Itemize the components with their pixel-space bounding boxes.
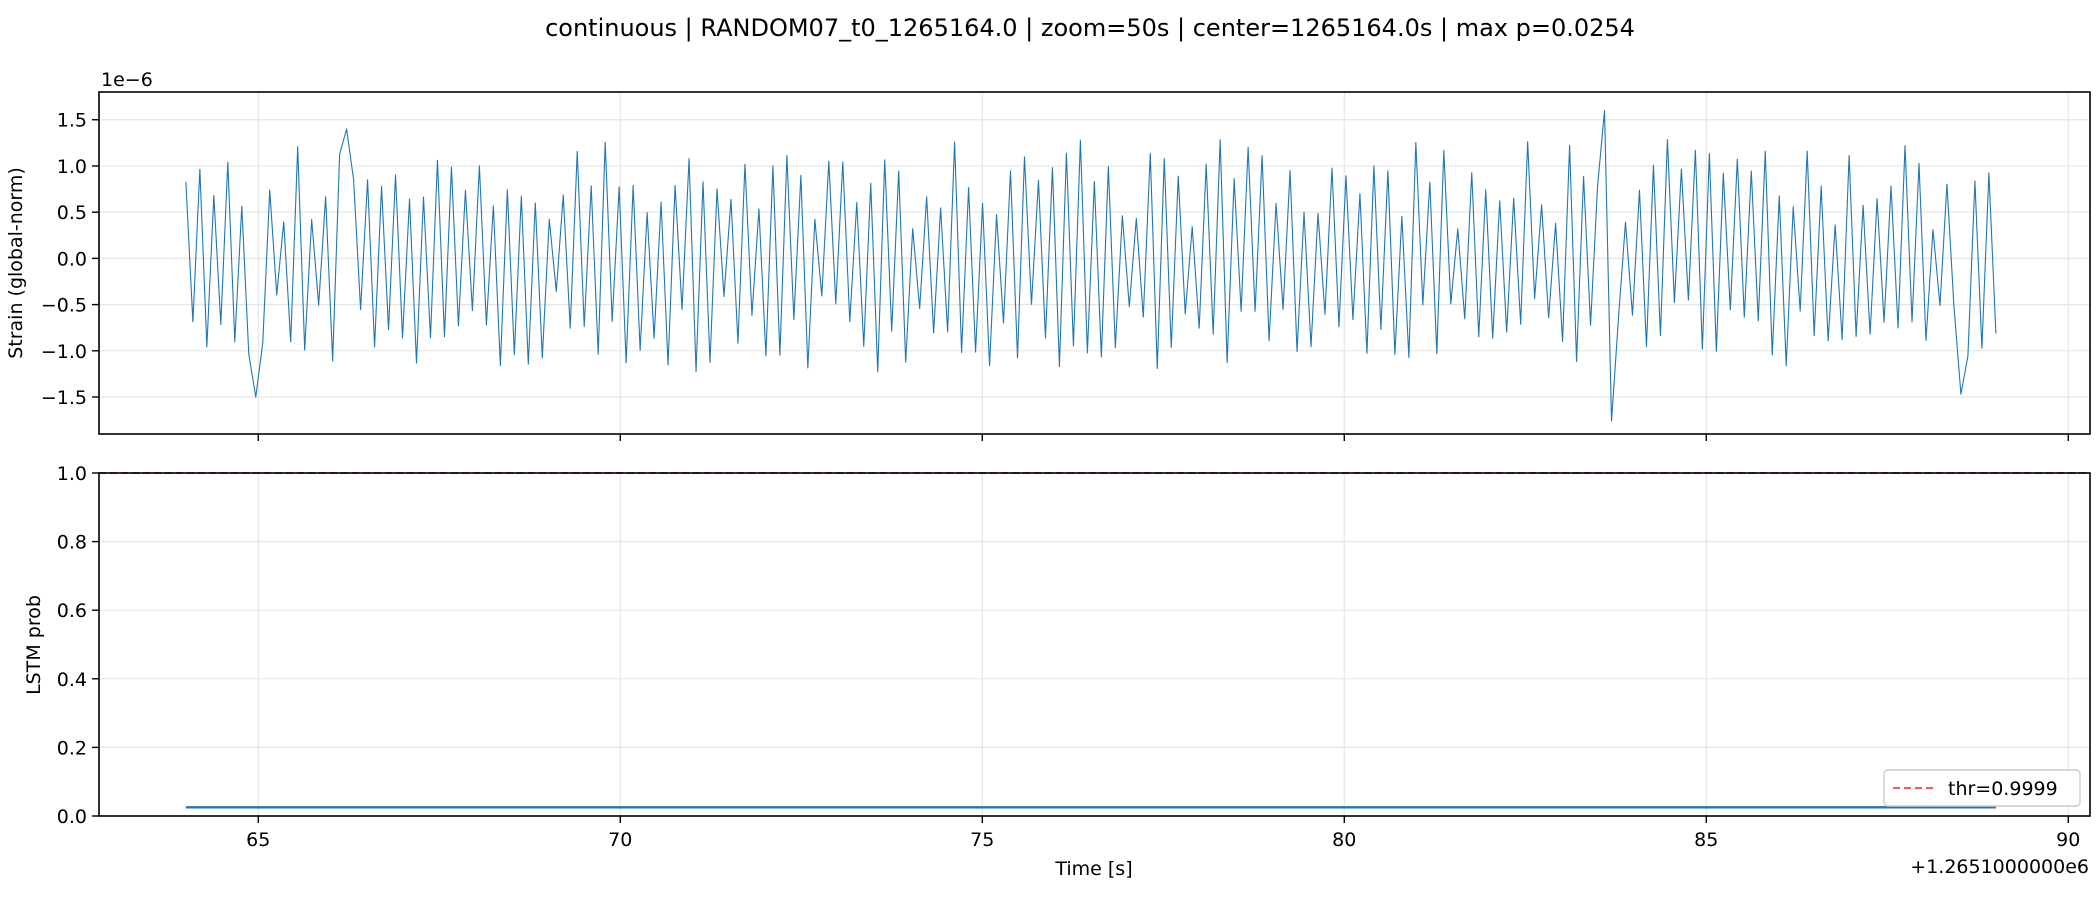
legend: thr=0.9999 (1883, 769, 2081, 807)
probability-x-ticks: 65 70 75 80 85 90 (246, 816, 2080, 851)
strain-grid (99, 92, 2090, 434)
x-offset-label: +1.2651000000e6 (1910, 856, 2089, 878)
strain-panel: −1.5 −1.0 −0.5 0.0 0.5 1.0 1.5 1e−6 Strain (gl… (5, 69, 2091, 441)
probability-panel: 0.0 0.2 0.4 0.6 0.8 1.0 65 70 75 80 85 90 LSTM pro… (23, 463, 2091, 880)
probability-y-tick-label: 0.6 (57, 600, 87, 622)
strain-y-tick-label: 0.5 (57, 202, 87, 224)
figure-title: continuous | RANDOM07_t0_1265164.0 | zoo… (545, 14, 1635, 42)
probability-y-tick-label: 0.0 (57, 806, 87, 828)
probability-y-axis-label: LSTM prob (23, 595, 45, 695)
probability-x-tick-label: 70 (608, 829, 632, 851)
strain-y-tick-label: 1.5 (57, 110, 87, 132)
strain-axes-frame (98, 91, 2091, 435)
probability-y-ticks: 0.0 0.2 0.4 0.6 0.8 1.0 (57, 463, 99, 828)
probability-y-tick-label: 0.2 (57, 737, 87, 759)
probability-x-tick-label: 80 (1332, 829, 1356, 851)
probability-x-tick-label: 85 (1694, 829, 1718, 851)
strain-y-tick-label: −0.5 (41, 295, 87, 317)
strain-y-ticks: −1.5 −1.0 −0.5 0.0 0.5 1.0 1.5 (41, 110, 99, 409)
legend-box (1883, 769, 2081, 807)
strain-y-axis-label: Strain (global-norm) (5, 167, 27, 359)
probability-grid (99, 472, 2090, 817)
probability-x-tick-label: 75 (970, 829, 994, 851)
strain-x-ticks (257, 434, 2069, 441)
probability-x-tick-label: 65 (246, 829, 270, 851)
strain-y-tick-label: 0.0 (57, 248, 87, 270)
probability-y-tick-label: 0.8 (57, 532, 87, 554)
strain-line (185, 109, 1997, 422)
strain-offset-label: 1e−6 (101, 69, 153, 91)
strain-y-tick-label: 1.0 (57, 156, 87, 178)
probability-y-tick-label: 0.4 (57, 669, 87, 691)
legend-threshold-label: thr=0.9999 (1948, 778, 2058, 800)
strain-y-tick-label: −1.5 (41, 387, 87, 409)
probability-axes-frame (98, 472, 2091, 817)
probability-y-tick-label: 1.0 (57, 463, 87, 485)
strain-y-tick-label: −1.0 (41, 341, 87, 363)
x-axis-label: Time [s] (1054, 858, 1132, 880)
probability-x-tick-label: 90 (2056, 829, 2080, 851)
strain-series (185, 109, 1997, 422)
